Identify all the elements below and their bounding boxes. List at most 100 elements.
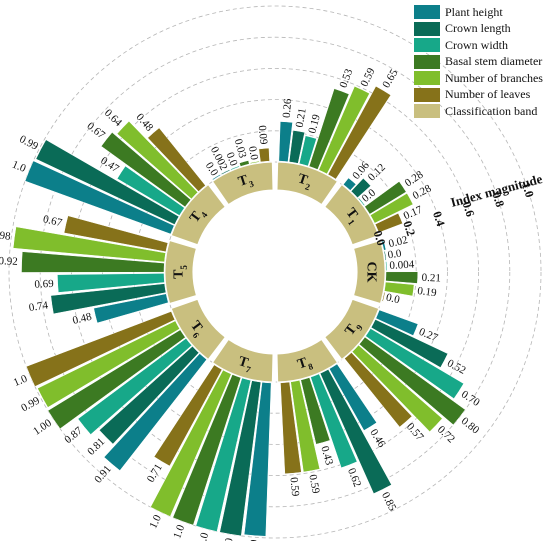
axis-tick-label: 0.2 xyxy=(400,219,418,238)
bar xyxy=(370,192,414,224)
legend-swatch xyxy=(414,104,440,119)
value-label: 0.85 xyxy=(379,490,399,513)
bar xyxy=(383,250,387,261)
bar xyxy=(344,352,413,428)
bar xyxy=(319,369,392,494)
bar xyxy=(57,273,165,293)
bar xyxy=(375,309,419,336)
legend-swatch xyxy=(414,71,440,86)
bar xyxy=(153,364,223,467)
value-label: 0.67 xyxy=(85,120,108,142)
classification-band-segment xyxy=(211,338,274,383)
bar xyxy=(116,165,185,216)
group-label-subscript: 6 xyxy=(191,330,202,340)
value-label: 0.99 xyxy=(247,539,260,541)
bar xyxy=(357,197,366,207)
bar xyxy=(50,283,167,315)
axis-tick-label: 0.8 xyxy=(489,190,507,209)
bar xyxy=(150,369,232,517)
value-label: 0.0 xyxy=(224,151,240,169)
bar xyxy=(93,293,169,324)
bar xyxy=(63,215,169,253)
value-label: 0.59 xyxy=(358,66,377,89)
bar xyxy=(195,377,252,532)
legend-item: Crown width xyxy=(414,37,550,54)
value-label: 0.99 xyxy=(17,133,40,153)
value-label: 0.0 xyxy=(387,247,403,261)
value-label: 0.69 xyxy=(34,278,54,291)
legend-swatch xyxy=(414,87,440,102)
value-label: 0.59 xyxy=(306,474,321,496)
bar xyxy=(327,85,392,180)
value-label: 0.004 xyxy=(389,259,415,272)
bar xyxy=(172,374,242,526)
legend-label: Number of branches xyxy=(445,70,543,85)
bar xyxy=(381,291,386,302)
bar xyxy=(318,85,370,175)
bar xyxy=(37,320,180,408)
bar xyxy=(385,261,388,271)
value-label: 0.92 xyxy=(0,255,18,268)
legend-item: Classification band xyxy=(414,103,550,120)
group-label-subscript: 1 xyxy=(346,218,357,228)
bar xyxy=(365,328,465,400)
bar xyxy=(288,130,305,164)
bar xyxy=(212,173,222,181)
value-label: 1.0 xyxy=(196,531,211,541)
legend-item: Crown length xyxy=(414,21,550,38)
legend: Plant height Crown length Crown width Basal… xyxy=(414,4,550,120)
value-label: 0.65 xyxy=(380,67,400,90)
value-label: 0.72 xyxy=(435,424,457,446)
legend-swatch xyxy=(414,5,440,20)
bar xyxy=(290,379,321,473)
group-label-subscript: 5 xyxy=(179,265,189,270)
group-label-subscript: 8 xyxy=(307,361,315,372)
bar xyxy=(103,353,208,471)
axis-tick-label: 0.6 xyxy=(460,200,478,219)
axis-tick-label: 1.0 xyxy=(519,181,537,200)
bar xyxy=(47,329,186,430)
bar xyxy=(381,240,387,251)
value-label: 0.67 xyxy=(42,213,64,229)
legend-label: Number of leaves xyxy=(445,87,531,102)
classification-band-segment xyxy=(164,239,198,305)
bars xyxy=(12,85,466,537)
value-label: 0.0 xyxy=(385,292,402,307)
bar xyxy=(374,212,403,233)
value-label: 0.21 xyxy=(294,107,309,128)
bar xyxy=(310,373,358,469)
legend-label: Plant height xyxy=(445,4,503,19)
bar xyxy=(249,160,260,165)
value-label: 0.19 xyxy=(306,113,323,135)
bar xyxy=(243,381,272,537)
legend-label: Classification band xyxy=(445,103,538,118)
legend-item: Number of leaves xyxy=(414,87,550,104)
group-label-subscript: 2 xyxy=(304,181,312,192)
value-label: 0.71 xyxy=(145,462,165,485)
legend-label: Crown length xyxy=(445,21,511,36)
value-label: 0.0 xyxy=(246,145,260,161)
value-label: 0.52 xyxy=(445,357,468,377)
value-label: 0.03 xyxy=(232,138,249,160)
bar xyxy=(220,169,231,175)
legend-swatch xyxy=(414,21,440,36)
bar xyxy=(116,120,199,200)
bar xyxy=(385,271,419,284)
classification-band-segment xyxy=(324,298,380,361)
classification-band-segment xyxy=(276,161,339,206)
value-label: 0.59 xyxy=(288,477,302,498)
value-label: 0.62 xyxy=(345,467,363,489)
legend-swatch xyxy=(414,38,440,53)
bar xyxy=(278,121,293,163)
bar xyxy=(35,139,180,225)
bar xyxy=(370,319,449,368)
bar xyxy=(21,251,165,273)
value-label: 0.48 xyxy=(71,311,93,327)
bar xyxy=(300,377,331,445)
value-label: 0.98 xyxy=(0,228,12,242)
bar xyxy=(230,165,240,171)
group-label-subscript: 4 xyxy=(199,210,210,220)
legend-label: Basal stem diameter xyxy=(445,54,543,69)
